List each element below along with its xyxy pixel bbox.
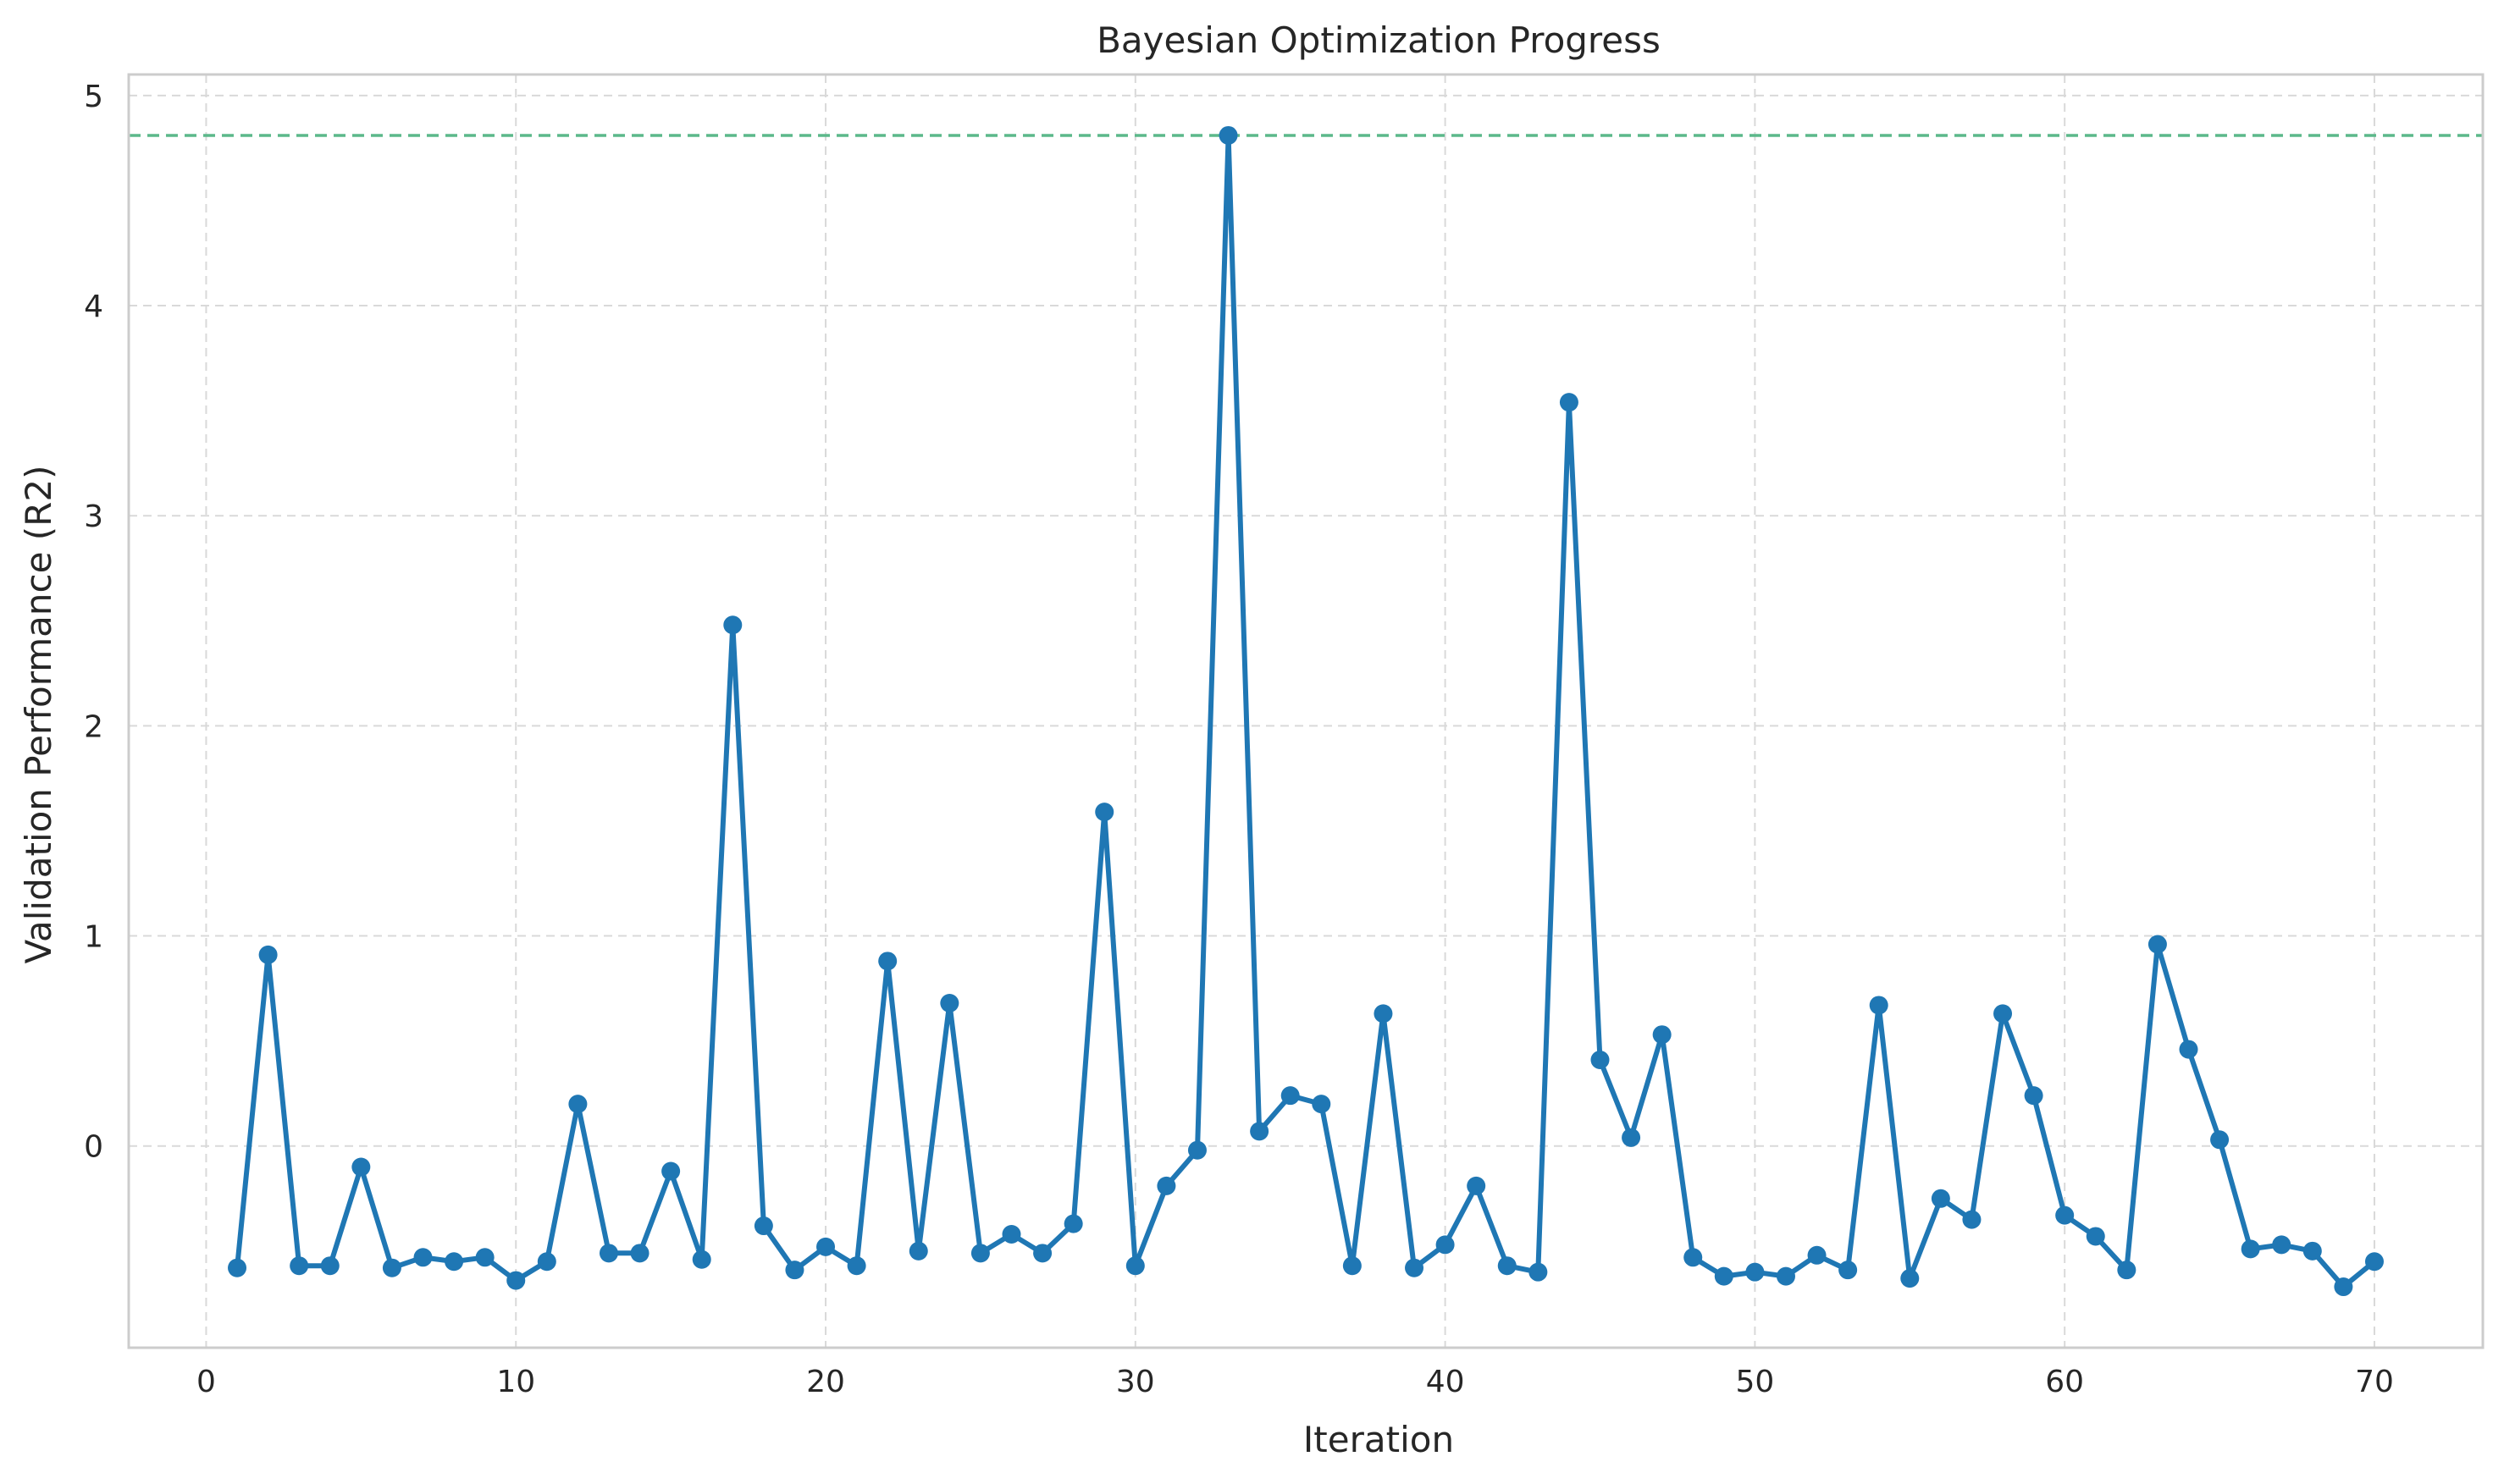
data-point xyxy=(630,1244,649,1263)
data-point xyxy=(1280,1086,1300,1106)
plot-frame xyxy=(127,73,2485,1349)
data-point xyxy=(2179,1040,2198,1059)
data-point xyxy=(878,952,898,971)
data-point xyxy=(1683,1248,1703,1267)
series-line xyxy=(235,133,2376,1289)
data-point xyxy=(2117,1261,2136,1280)
data-point xyxy=(723,615,743,635)
data-point xyxy=(2241,1239,2260,1259)
data-point xyxy=(290,1256,309,1276)
data-point xyxy=(2024,1086,2043,1106)
data-point xyxy=(1900,1269,1920,1288)
data-point xyxy=(1219,125,1238,145)
data-point xyxy=(599,1244,618,1263)
y-tick-label: 2 xyxy=(84,709,103,744)
data-point xyxy=(2086,1227,2105,1246)
data-point xyxy=(1559,393,1578,412)
data-point xyxy=(568,1095,588,1114)
series-group xyxy=(228,125,2384,1297)
data-point xyxy=(1002,1224,1021,1244)
data-point xyxy=(413,1248,433,1267)
data-point xyxy=(754,1216,773,1236)
data-point xyxy=(1838,1261,1858,1280)
y-tick-label: 5 xyxy=(84,80,103,114)
data-point xyxy=(661,1161,681,1181)
data-point xyxy=(1467,1176,1486,1195)
data-point xyxy=(1187,1140,1207,1160)
x-tick-label: 30 xyxy=(1116,1365,1155,1399)
x-tick-label: 0 xyxy=(196,1365,216,1399)
data-point xyxy=(847,1256,866,1276)
x-tick-label: 40 xyxy=(1426,1365,1465,1399)
data-point xyxy=(1962,1210,1982,1229)
y-tick-label: 1 xyxy=(84,920,103,955)
data-point xyxy=(1405,1258,1424,1277)
data-point xyxy=(445,1252,464,1272)
data-point xyxy=(537,1252,556,1272)
data-point xyxy=(1528,1262,1548,1282)
data-point xyxy=(2364,1252,2384,1272)
x-tick-label: 50 xyxy=(1735,1365,1774,1399)
data-point xyxy=(320,1256,340,1276)
data-point xyxy=(1374,1004,1393,1023)
data-point xyxy=(2334,1277,2353,1297)
data-point xyxy=(506,1271,526,1290)
chart-title: Bayesian Optimization Progress xyxy=(1097,19,1661,61)
data-point xyxy=(1622,1128,1641,1147)
data-point xyxy=(940,993,959,1012)
x-axis-title: Iteration xyxy=(1303,1419,1454,1460)
x-tick-label: 20 xyxy=(806,1365,845,1399)
data-point xyxy=(1435,1235,1455,1255)
data-point xyxy=(2302,1241,2322,1261)
data-point xyxy=(2272,1235,2291,1255)
data-point xyxy=(1125,1256,1145,1276)
data-point xyxy=(1312,1095,1331,1114)
x-tick-label: 70 xyxy=(2355,1365,2394,1399)
data-point xyxy=(1590,1050,1610,1069)
data-point xyxy=(1157,1176,1176,1195)
data-point xyxy=(1033,1244,1053,1263)
data-point xyxy=(1250,1122,1269,1141)
data-point xyxy=(258,945,278,964)
x-tick-labels: 0 10 20 30 40 50 60 70 xyxy=(196,1365,2394,1399)
data-point xyxy=(1931,1189,1950,1208)
data-point xyxy=(1095,803,1114,822)
data-point xyxy=(1064,1214,1083,1233)
data-point xyxy=(909,1241,928,1261)
grid xyxy=(129,74,2483,1348)
x-tick-label: 10 xyxy=(496,1365,535,1399)
data-point xyxy=(1745,1262,1765,1282)
data-point xyxy=(1776,1266,1795,1286)
data-point xyxy=(2147,935,2167,954)
data-point xyxy=(228,1258,247,1277)
data-point xyxy=(1652,1025,1672,1045)
data-point xyxy=(1807,1245,1827,1265)
data-point xyxy=(785,1261,804,1280)
y-tick-label: 0 xyxy=(84,1130,103,1165)
data-point xyxy=(2210,1130,2230,1150)
data-point xyxy=(1342,1256,1362,1276)
data-point xyxy=(1497,1256,1517,1276)
data-point xyxy=(2055,1205,2075,1225)
y-axis-title: Validation Performance (R2) xyxy=(18,466,59,964)
y-tick-labels: 0 1 2 3 4 5 xyxy=(84,80,103,1165)
y-tick-label: 3 xyxy=(84,499,103,534)
data-point xyxy=(970,1244,990,1263)
x-tick-label: 60 xyxy=(2045,1365,2084,1399)
data-point xyxy=(382,1258,401,1277)
data-point xyxy=(1714,1266,1733,1286)
data-point xyxy=(816,1237,836,1256)
data-point xyxy=(1869,996,1888,1015)
data-point xyxy=(692,1250,711,1269)
data-point xyxy=(475,1248,495,1267)
data-point xyxy=(1993,1004,2013,1023)
data-point xyxy=(351,1157,371,1177)
y-tick-label: 4 xyxy=(84,290,103,324)
